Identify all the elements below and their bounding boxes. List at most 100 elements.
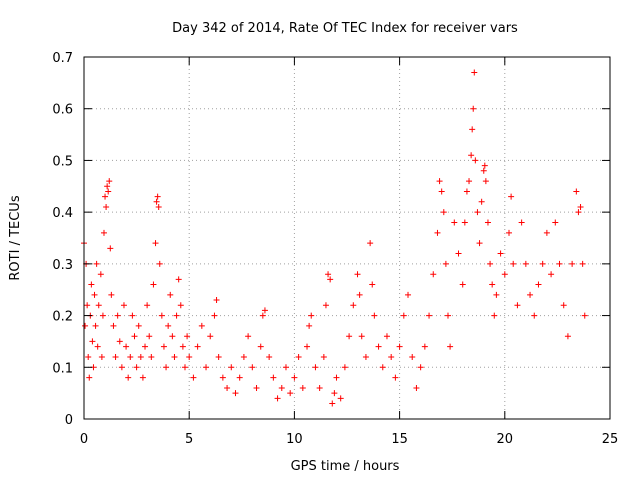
data-point xyxy=(444,312,451,319)
data-point xyxy=(99,312,106,319)
y-tick-label: 0.6 xyxy=(52,103,73,118)
data-point xyxy=(447,343,454,350)
data-point xyxy=(274,395,281,402)
plot-frame xyxy=(83,56,611,420)
data-point xyxy=(261,307,268,314)
data-point xyxy=(552,219,559,226)
data-point xyxy=(173,312,180,319)
data-point xyxy=(177,302,184,309)
data-point xyxy=(440,209,447,216)
data-point xyxy=(135,322,142,329)
x-axis-label: GPS time / hours xyxy=(291,459,400,474)
data-point xyxy=(154,193,161,200)
data-point xyxy=(253,384,260,391)
data-point xyxy=(118,364,125,371)
data-point xyxy=(155,203,162,210)
data-point xyxy=(482,178,489,185)
data-point xyxy=(575,209,582,216)
data-point xyxy=(548,271,555,278)
data-point xyxy=(508,193,515,200)
data-point xyxy=(367,240,374,247)
data-point xyxy=(522,260,529,267)
data-point xyxy=(91,291,98,298)
data-point xyxy=(308,312,315,319)
y-tick-label: 0.5 xyxy=(52,154,73,169)
data-point xyxy=(573,188,580,195)
data-point xyxy=(295,353,302,360)
data-point xyxy=(160,343,167,350)
data-point xyxy=(102,193,109,200)
data-point xyxy=(392,374,399,381)
data-point xyxy=(463,188,470,195)
data-point xyxy=(114,312,121,319)
data-point xyxy=(93,260,100,267)
data-point xyxy=(139,374,146,381)
data-point xyxy=(543,229,550,236)
grid-lines xyxy=(84,57,610,419)
data-point xyxy=(224,384,231,391)
data-point xyxy=(430,271,437,278)
data-point xyxy=(484,219,491,226)
data-point xyxy=(469,126,476,133)
data-point xyxy=(455,250,462,257)
data-point xyxy=(510,260,517,267)
data-point xyxy=(478,198,485,205)
data-point xyxy=(489,281,496,288)
y-tick-label: 0.7 xyxy=(52,51,73,66)
data-point xyxy=(110,322,117,329)
data-point xyxy=(514,302,521,309)
data-point xyxy=(107,245,114,252)
data-point xyxy=(125,374,132,381)
data-point xyxy=(434,229,441,236)
data-point xyxy=(480,167,487,174)
data-point xyxy=(396,343,403,350)
data-point xyxy=(133,364,140,371)
data-point xyxy=(569,260,576,267)
data-point xyxy=(85,353,92,360)
data-point xyxy=(194,343,201,350)
data-point xyxy=(163,364,170,371)
data-point xyxy=(564,333,571,340)
data-point xyxy=(471,69,478,76)
data-point xyxy=(331,390,338,397)
data-point xyxy=(461,219,468,226)
data-point xyxy=(153,198,160,205)
data-point xyxy=(257,343,264,350)
data-point xyxy=(129,312,136,319)
data-point xyxy=(421,343,428,350)
data-point xyxy=(120,302,127,309)
data-point xyxy=(198,322,205,329)
data-point xyxy=(354,271,361,278)
data-point xyxy=(84,302,91,309)
data-point xyxy=(388,353,395,360)
data-point xyxy=(481,162,488,169)
data-point xyxy=(438,188,445,195)
data-point xyxy=(179,343,186,350)
data-point xyxy=(146,333,153,340)
data-point xyxy=(383,333,390,340)
x-tick-label: 0 xyxy=(80,432,88,447)
data-point xyxy=(207,333,214,340)
data-point xyxy=(531,312,538,319)
data-point xyxy=(144,302,151,309)
data-point xyxy=(426,312,433,319)
data-point xyxy=(497,250,504,257)
data-point xyxy=(108,291,115,298)
data-point xyxy=(137,353,144,360)
data-point xyxy=(278,384,285,391)
data-points xyxy=(81,69,588,407)
data-point xyxy=(470,105,477,112)
data-point xyxy=(148,353,155,360)
data-point xyxy=(94,343,101,350)
data-point xyxy=(405,291,412,298)
data-point xyxy=(152,240,159,247)
data-point xyxy=(577,203,584,210)
data-point xyxy=(400,312,407,319)
data-point xyxy=(487,260,494,267)
y-tick-label: 0.3 xyxy=(52,258,73,273)
data-point xyxy=(92,322,99,329)
data-point xyxy=(350,302,357,309)
data-point xyxy=(82,322,89,329)
data-point xyxy=(358,333,365,340)
